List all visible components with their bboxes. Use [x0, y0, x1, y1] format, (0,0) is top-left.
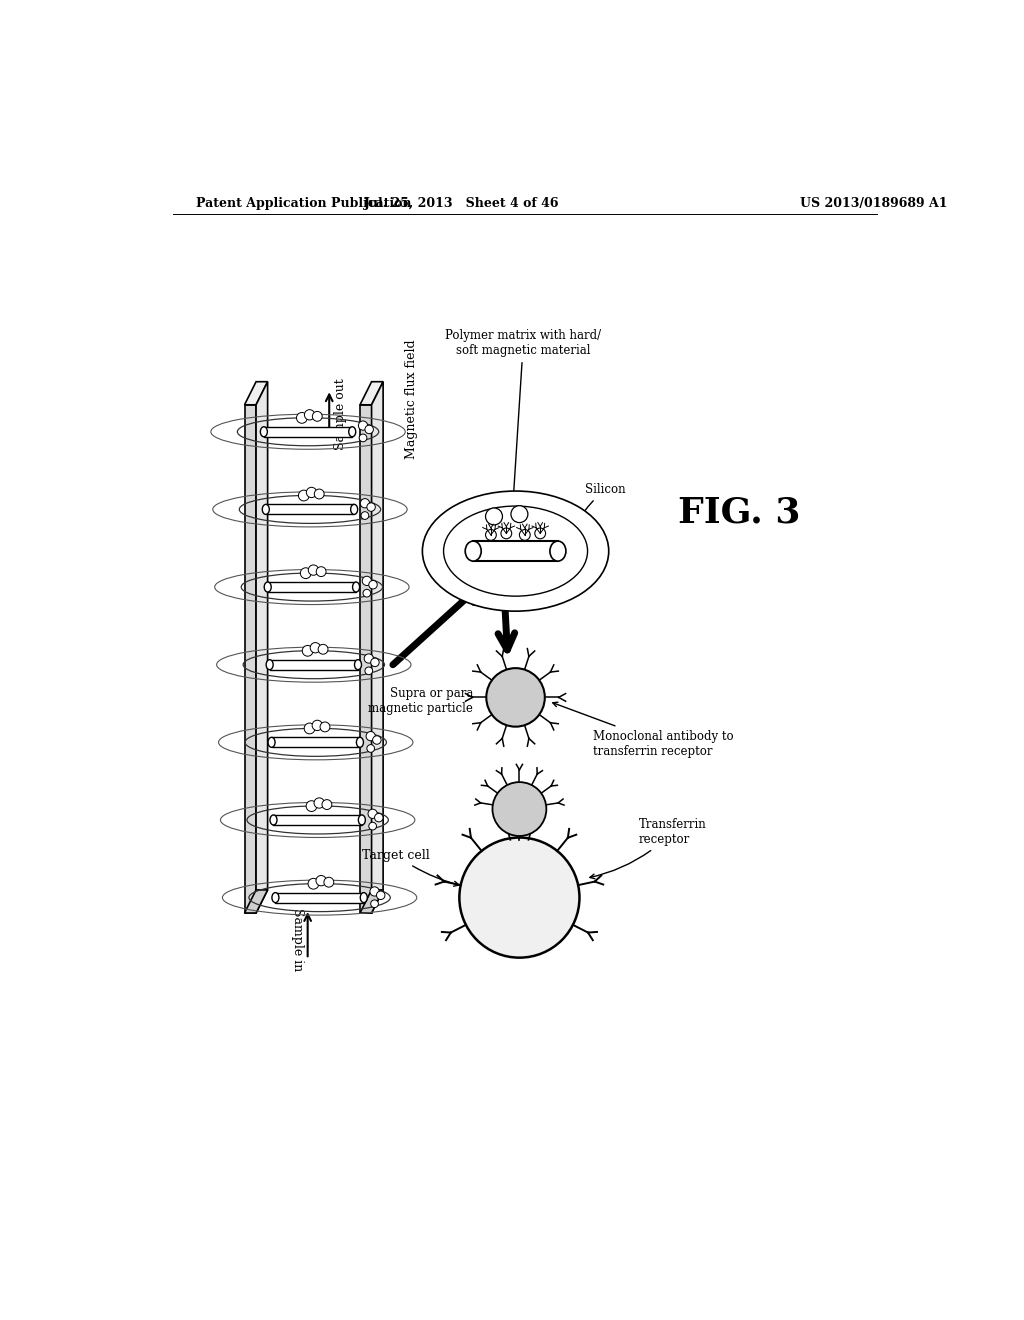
Circle shape	[314, 797, 325, 808]
Ellipse shape	[264, 582, 271, 593]
Ellipse shape	[422, 491, 608, 611]
Circle shape	[373, 735, 381, 744]
Ellipse shape	[270, 814, 278, 825]
Circle shape	[371, 659, 379, 667]
Circle shape	[297, 413, 307, 424]
Circle shape	[359, 434, 367, 442]
Circle shape	[365, 653, 374, 663]
Circle shape	[377, 891, 385, 899]
Ellipse shape	[550, 541, 566, 561]
Circle shape	[362, 589, 371, 597]
Text: Monoclonal antibody to
transferrin receptor: Monoclonal antibody to transferrin recep…	[553, 702, 733, 758]
Polygon shape	[264, 426, 352, 437]
Circle shape	[316, 875, 327, 886]
Polygon shape	[372, 381, 383, 913]
Polygon shape	[245, 405, 256, 913]
Circle shape	[308, 565, 318, 576]
Polygon shape	[245, 890, 267, 913]
Circle shape	[298, 490, 309, 500]
Polygon shape	[266, 504, 354, 515]
Circle shape	[367, 731, 376, 741]
Polygon shape	[473, 541, 558, 561]
Circle shape	[308, 878, 318, 890]
Text: Patent Application Publication: Patent Application Publication	[196, 197, 412, 210]
Circle shape	[369, 822, 377, 830]
Circle shape	[322, 800, 332, 809]
Polygon shape	[256, 381, 267, 913]
Polygon shape	[271, 738, 359, 747]
Circle shape	[306, 487, 316, 498]
Circle shape	[310, 643, 321, 653]
Ellipse shape	[262, 504, 269, 515]
Polygon shape	[275, 892, 364, 903]
Polygon shape	[360, 381, 383, 405]
Circle shape	[365, 667, 373, 675]
Circle shape	[486, 668, 545, 726]
Polygon shape	[267, 582, 356, 593]
Ellipse shape	[358, 814, 366, 825]
Circle shape	[485, 529, 497, 540]
Circle shape	[318, 644, 328, 655]
Circle shape	[304, 723, 315, 734]
Circle shape	[312, 412, 323, 421]
Circle shape	[368, 809, 377, 818]
Circle shape	[460, 837, 580, 958]
Polygon shape	[360, 890, 383, 913]
Polygon shape	[273, 814, 361, 825]
Circle shape	[321, 722, 330, 731]
Text: Polymer matrix with hard/
soft magnetic material: Polymer matrix with hard/ soft magnetic …	[445, 329, 601, 519]
Circle shape	[369, 581, 377, 589]
Text: Sample out: Sample out	[334, 378, 347, 450]
Text: US 2013/0189689 A1: US 2013/0189689 A1	[801, 197, 948, 210]
Circle shape	[535, 528, 546, 539]
Text: Transferrin
receptor: Transferrin receptor	[590, 818, 707, 879]
Circle shape	[519, 529, 530, 540]
Ellipse shape	[352, 582, 359, 593]
Polygon shape	[269, 660, 358, 669]
Circle shape	[312, 721, 323, 730]
Circle shape	[367, 503, 376, 511]
Circle shape	[300, 568, 311, 578]
Circle shape	[358, 421, 368, 430]
Ellipse shape	[266, 660, 273, 669]
Circle shape	[511, 506, 528, 523]
Circle shape	[485, 508, 503, 525]
Circle shape	[370, 887, 379, 896]
Circle shape	[375, 813, 383, 822]
Ellipse shape	[268, 738, 275, 747]
Circle shape	[362, 577, 372, 586]
Circle shape	[371, 900, 379, 908]
Text: Magnetic flux field: Magnetic flux field	[406, 339, 418, 459]
Circle shape	[367, 744, 375, 752]
Ellipse shape	[360, 892, 368, 903]
Text: Sample in: Sample in	[291, 908, 304, 972]
Polygon shape	[245, 381, 267, 405]
Circle shape	[361, 512, 369, 519]
Text: FIG. 3: FIG. 3	[678, 495, 800, 529]
Circle shape	[316, 566, 326, 577]
Text: Silicon: Silicon	[562, 483, 626, 552]
Ellipse shape	[354, 660, 361, 669]
Ellipse shape	[465, 541, 481, 561]
Ellipse shape	[443, 506, 588, 597]
Ellipse shape	[272, 892, 279, 903]
Ellipse shape	[349, 426, 355, 437]
Circle shape	[306, 801, 316, 812]
Circle shape	[324, 878, 334, 887]
Polygon shape	[360, 405, 372, 913]
Circle shape	[365, 425, 374, 434]
Circle shape	[493, 781, 547, 836]
Circle shape	[314, 490, 325, 499]
Text: Target cell: Target cell	[362, 849, 459, 886]
Circle shape	[360, 499, 370, 508]
Text: Supra or para
magnetic particle: Supra or para magnetic particle	[369, 688, 473, 715]
Text: Jul. 25, 2013   Sheet 4 of 46: Jul. 25, 2013 Sheet 4 of 46	[364, 197, 559, 210]
Ellipse shape	[260, 426, 267, 437]
Circle shape	[501, 528, 512, 539]
Circle shape	[302, 645, 313, 656]
Circle shape	[304, 409, 314, 420]
Ellipse shape	[350, 504, 357, 515]
Ellipse shape	[356, 738, 364, 747]
